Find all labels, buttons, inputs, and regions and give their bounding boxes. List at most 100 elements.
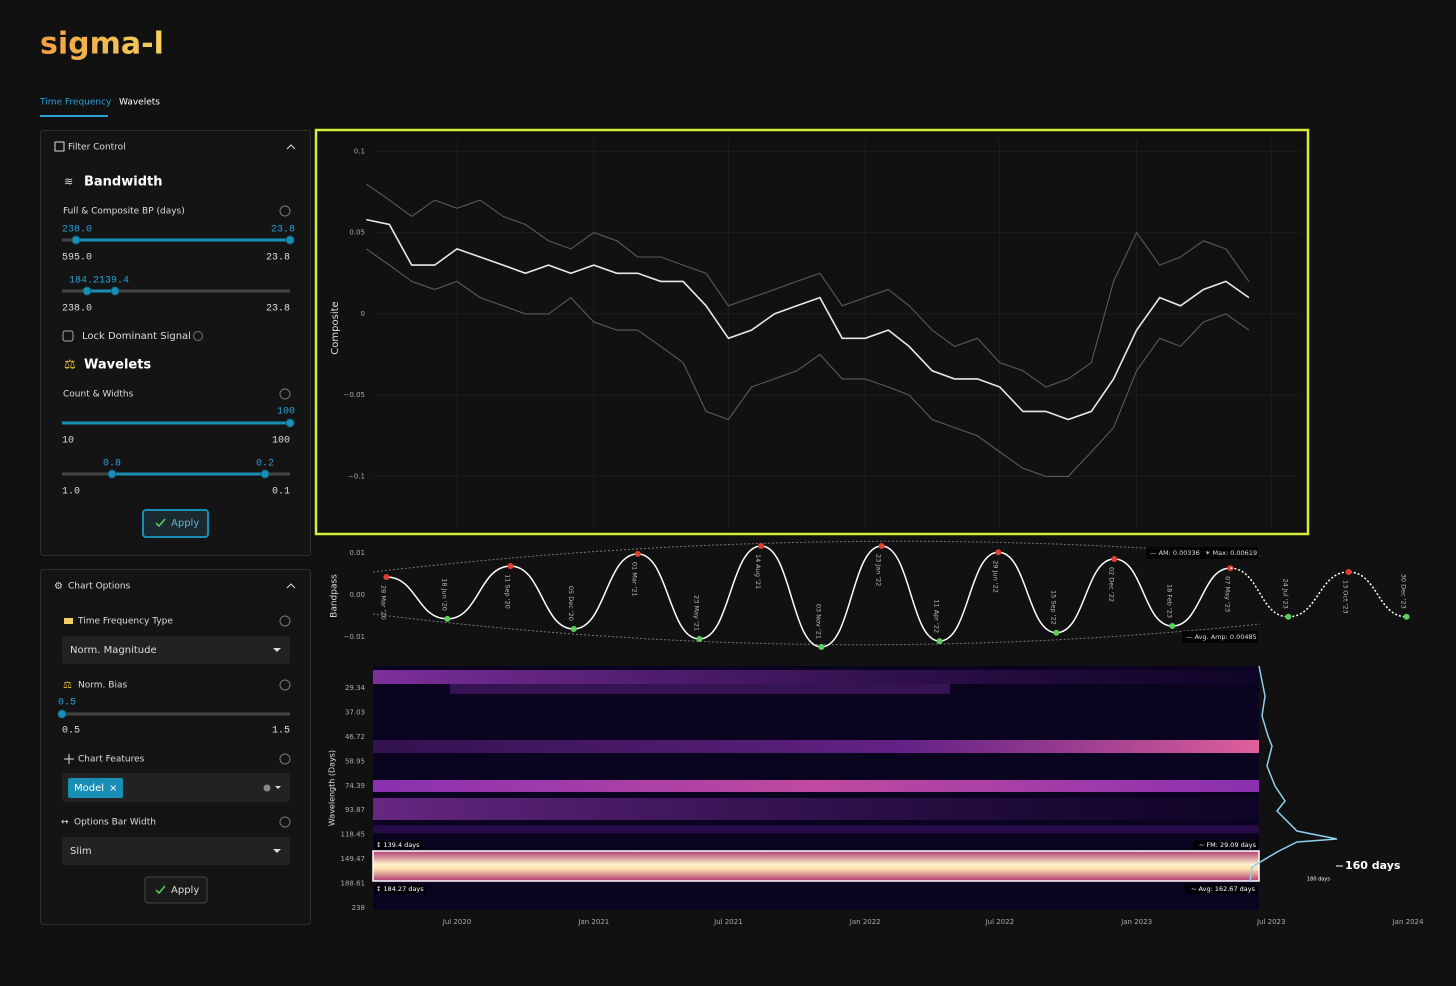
tab[interactable]: Time Frequency: [39, 98, 112, 108]
x-tick-label: Jan 2021: [577, 918, 609, 926]
peak-marker: [1345, 568, 1352, 575]
annotation: — Avg. Amp: 0.00485: [1186, 633, 1257, 641]
slider-handle[interactable]: [110, 286, 120, 296]
point-label: 23 May '21: [692, 595, 700, 631]
y-tick-label: 37.03: [345, 708, 365, 716]
chip[interactable]: [68, 778, 123, 798]
chip-remove[interactable]: ×: [109, 783, 117, 794]
slider-handle[interactable]: [285, 418, 295, 428]
label: Count & Widths: [63, 390, 134, 400]
annotation-box: [1182, 631, 1258, 643]
point-label: 30 Dec '23: [1400, 574, 1408, 609]
heat-band: [373, 780, 1259, 792]
select[interactable]: [62, 636, 290, 664]
y-tick-label: 0.00: [349, 591, 365, 599]
peak-marker: [878, 542, 885, 549]
peak-marker: [507, 563, 514, 570]
label: Full & Composite BP (days): [63, 207, 185, 217]
x-tick-label: Jul 2022: [985, 918, 1015, 926]
trough-marker: [1053, 629, 1060, 636]
help[interactable]: [279, 205, 291, 217]
trough-marker: [1285, 613, 1292, 620]
point-label: 11 Sep '20: [504, 574, 512, 609]
panel: [40, 130, 311, 556]
y-axis-label: Wavelength (Days): [328, 750, 337, 826]
peak-marker: [634, 550, 641, 557]
x-tick-label: Jan 2024: [1392, 918, 1424, 926]
clear[interactable]: [263, 784, 271, 792]
heat-band: [373, 798, 1259, 820]
apply-button[interactable]: [144, 876, 208, 904]
x-tick-label: Jan 2023: [1120, 918, 1152, 926]
series-line: [365, 183, 1250, 388]
slider-max: 100: [272, 436, 290, 447]
tab[interactable]: Wavelets: [119, 98, 160, 108]
peak-marker: [383, 573, 390, 580]
annotation-box: [1194, 840, 1258, 850]
icon: [54, 141, 65, 152]
label: Chart Features: [78, 755, 145, 765]
y-tick-label: −0.1: [348, 472, 365, 480]
trough-marker: [818, 643, 825, 650]
help[interactable]: [279, 388, 291, 400]
help[interactable]: [279, 753, 291, 765]
peak-marker: [758, 542, 765, 549]
point-label: 18 Feb '23: [1165, 584, 1173, 618]
chip-label: Model: [74, 783, 104, 794]
slider-handle[interactable]: [285, 235, 295, 245]
section-title: Wavelets: [84, 358, 151, 373]
select-value: Slim: [70, 846, 92, 857]
section-title: Bandwidth: [84, 175, 162, 190]
series-line: [365, 248, 1250, 477]
slider-value: 100: [277, 407, 295, 418]
y-axis-label: Composite: [330, 301, 341, 354]
y-tick-label: 29.34: [345, 684, 366, 692]
help[interactable]: [279, 816, 291, 828]
y-tick-label: −0.05: [344, 391, 365, 399]
annotation: 180 days: [1307, 877, 1330, 883]
point-label: 15 Sep '22: [1049, 590, 1057, 625]
select[interactable]: [62, 837, 290, 865]
trough-marker: [1169, 623, 1176, 630]
dominant-band: [372, 850, 1260, 882]
collapse[interactable]: [286, 583, 296, 589]
point-label: 14 Aug '21: [754, 554, 762, 589]
help[interactable]: [279, 679, 291, 691]
icon: [64, 618, 73, 624]
trough-marker: [1403, 613, 1410, 620]
checkbox[interactable]: [62, 330, 74, 342]
icon: [155, 518, 166, 528]
trough-marker: [936, 638, 943, 645]
annotation-box: [375, 840, 423, 850]
annotation: — AM: 0.00336: [1150, 549, 1200, 557]
y-axis-label: Bandpass: [330, 574, 340, 618]
point-label: 03 Nov '21: [814, 604, 822, 639]
slider-value: 0.8: [103, 459, 121, 470]
help[interactable]: [193, 331, 203, 341]
x-tick-label: Jul 2021: [713, 918, 743, 926]
slider-max: 1.5: [272, 726, 290, 737]
icon: ≋: [64, 175, 73, 188]
collapse[interactable]: [286, 144, 296, 150]
envelope: [372, 613, 1261, 646]
slider-handle[interactable]: [107, 469, 117, 479]
label: Time Frequency Type: [77, 617, 173, 627]
slider-handle[interactable]: [71, 235, 81, 245]
apply-button[interactable]: [142, 509, 209, 538]
slider-handle[interactable]: [82, 286, 92, 296]
x-tick-label: Jul 2020: [442, 918, 472, 926]
point-label: 18 Jun '20: [440, 578, 448, 611]
highlight-frame: [314, 128, 1310, 536]
trough-marker: [570, 625, 577, 632]
slider-handle[interactable]: [57, 709, 67, 719]
y-tick-label: 118.45: [341, 831, 366, 839]
peak-marker: [1111, 555, 1118, 562]
slider-min: 10: [62, 436, 74, 447]
panel-title: Chart Options: [68, 582, 131, 592]
slider-value: 139.4: [99, 276, 129, 287]
slider-max: 0.1: [272, 487, 290, 498]
y-tick-label: 238: [352, 904, 365, 912]
point-label: 05 Dec '20: [567, 586, 575, 621]
help[interactable]: [279, 615, 291, 627]
slider-handle[interactable]: [260, 469, 270, 479]
